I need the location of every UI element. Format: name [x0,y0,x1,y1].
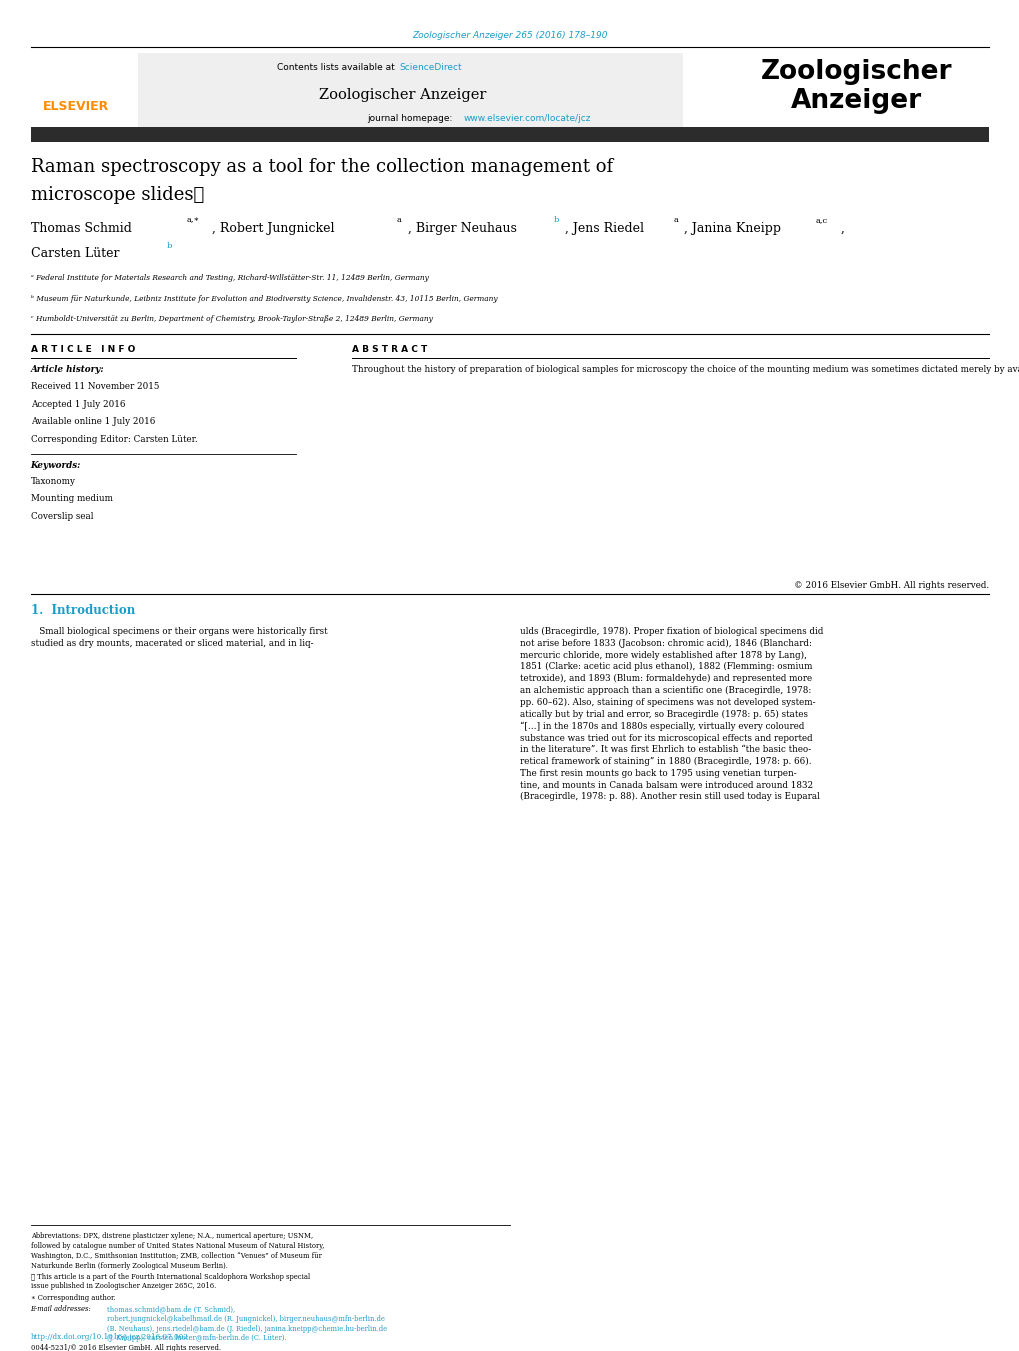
Text: 1.  Introduction: 1. Introduction [31,604,135,617]
Text: Thomas Schmid: Thomas Schmid [31,222,131,235]
FancyBboxPatch shape [31,127,988,142]
Text: Mounting medium: Mounting medium [31,494,112,504]
Text: , Robert Jungnickel: , Robert Jungnickel [212,222,334,235]
Text: b: b [166,242,171,250]
Text: Carsten Lüter: Carsten Lüter [31,247,119,261]
Text: Abbreviations: DPX, distrene plasticizer xylene; N.A., numerical aperture; USNM,: Abbreviations: DPX, distrene plasticizer… [31,1232,324,1270]
Text: Corresponding Editor: Carsten Lüter.: Corresponding Editor: Carsten Lüter. [31,435,197,444]
Text: a,c: a,c [815,216,827,224]
Text: Keywords:: Keywords: [31,461,81,470]
Text: b: b [553,216,558,224]
Text: www.elsevier.com/locate/jcz: www.elsevier.com/locate/jcz [464,115,591,123]
Text: A R T I C L E   I N F O: A R T I C L E I N F O [31,345,135,354]
Text: A B S T R A C T: A B S T R A C T [352,345,427,354]
Text: Taxonomy: Taxonomy [31,477,75,486]
Text: , Janina Kneipp: , Janina Kneipp [684,222,781,235]
Text: Article history:: Article history: [31,365,104,374]
Text: a: a [396,216,401,224]
Text: Zoologischer Anzeiger 265 (2016) 178–190: Zoologischer Anzeiger 265 (2016) 178–190 [412,31,607,41]
Text: , Jens Riedel: , Jens Riedel [565,222,643,235]
Text: ELSEVIER: ELSEVIER [44,100,109,113]
Text: a: a [673,216,678,224]
Text: © 2016 Elsevier GmbH. All rights reserved.: © 2016 Elsevier GmbH. All rights reserve… [794,581,988,590]
Text: ulds (Bracegirdle, 1978). Proper fixation of biological specimens did
not arise : ulds (Bracegirdle, 1978). Proper fixatio… [520,627,822,801]
Text: ᵃ Federal Institute for Materials Research and Testing, Richard-Willstätter-Str.: ᵃ Federal Institute for Materials Resear… [31,274,428,282]
Text: Small biological specimens or their organs were historically first
studied as dr: Small biological specimens or their orga… [31,627,327,647]
Text: Contents lists available at: Contents lists available at [277,63,397,72]
Text: http://dx.doi.org/10.1016/j.jcz.2016.07.002: http://dx.doi.org/10.1016/j.jcz.2016.07.… [31,1333,189,1342]
FancyBboxPatch shape [138,53,683,127]
Text: 0044-5231/© 2016 Elsevier GmbH. All rights reserved.: 0044-5231/© 2016 Elsevier GmbH. All righ… [31,1344,220,1351]
Text: ᵇ Museum für Naturkunde, Leibniz Institute for Evolution and Biodiversity Scienc: ᵇ Museum für Naturkunde, Leibniz Institu… [31,295,496,303]
Text: Zoologischer Anzeiger: Zoologischer Anzeiger [319,88,486,101]
Text: Received 11 November 2015: Received 11 November 2015 [31,382,159,392]
Text: ★ This article is a part of the Fourth International Scaldophora Workshop specia: ★ This article is a part of the Fourth I… [31,1273,310,1290]
Text: ᶜ Humboldt-Universität zu Berlin, Department of Chemistry, Brook-Taylor-Straße 2: ᶜ Humboldt-Universität zu Berlin, Depart… [31,315,432,323]
Text: a,∗: a,∗ [186,216,200,224]
Text: Zoologischer
Anzeiger: Zoologischer Anzeiger [760,59,952,113]
Text: journal homepage:: journal homepage: [367,115,455,123]
Text: thomas.schmid@bam.de (T. Schmid),
robert.jungnickel@kabelhmail.de (R. Jungnickel: thomas.schmid@bam.de (T. Schmid), robert… [107,1305,387,1343]
Text: ,: , [840,222,844,235]
Text: Throughout the history of preparation of biological samples for microscopy the c: Throughout the history of preparation of… [352,365,1019,374]
Text: microscope slides⋆: microscope slides⋆ [31,186,204,204]
Text: Available online 1 July 2016: Available online 1 July 2016 [31,417,155,427]
Text: , Birger Neuhaus: , Birger Neuhaus [408,222,517,235]
Text: E-mail addresses:: E-mail addresses: [31,1305,94,1313]
Text: Raman spectroscopy as a tool for the collection management of: Raman spectroscopy as a tool for the col… [31,158,612,176]
Text: Accepted 1 July 2016: Accepted 1 July 2016 [31,400,125,409]
Text: ∗ Corresponding author.: ∗ Corresponding author. [31,1294,115,1302]
Text: Coverslip seal: Coverslip seal [31,512,93,521]
Text: ScienceDirect: ScienceDirect [399,63,462,72]
